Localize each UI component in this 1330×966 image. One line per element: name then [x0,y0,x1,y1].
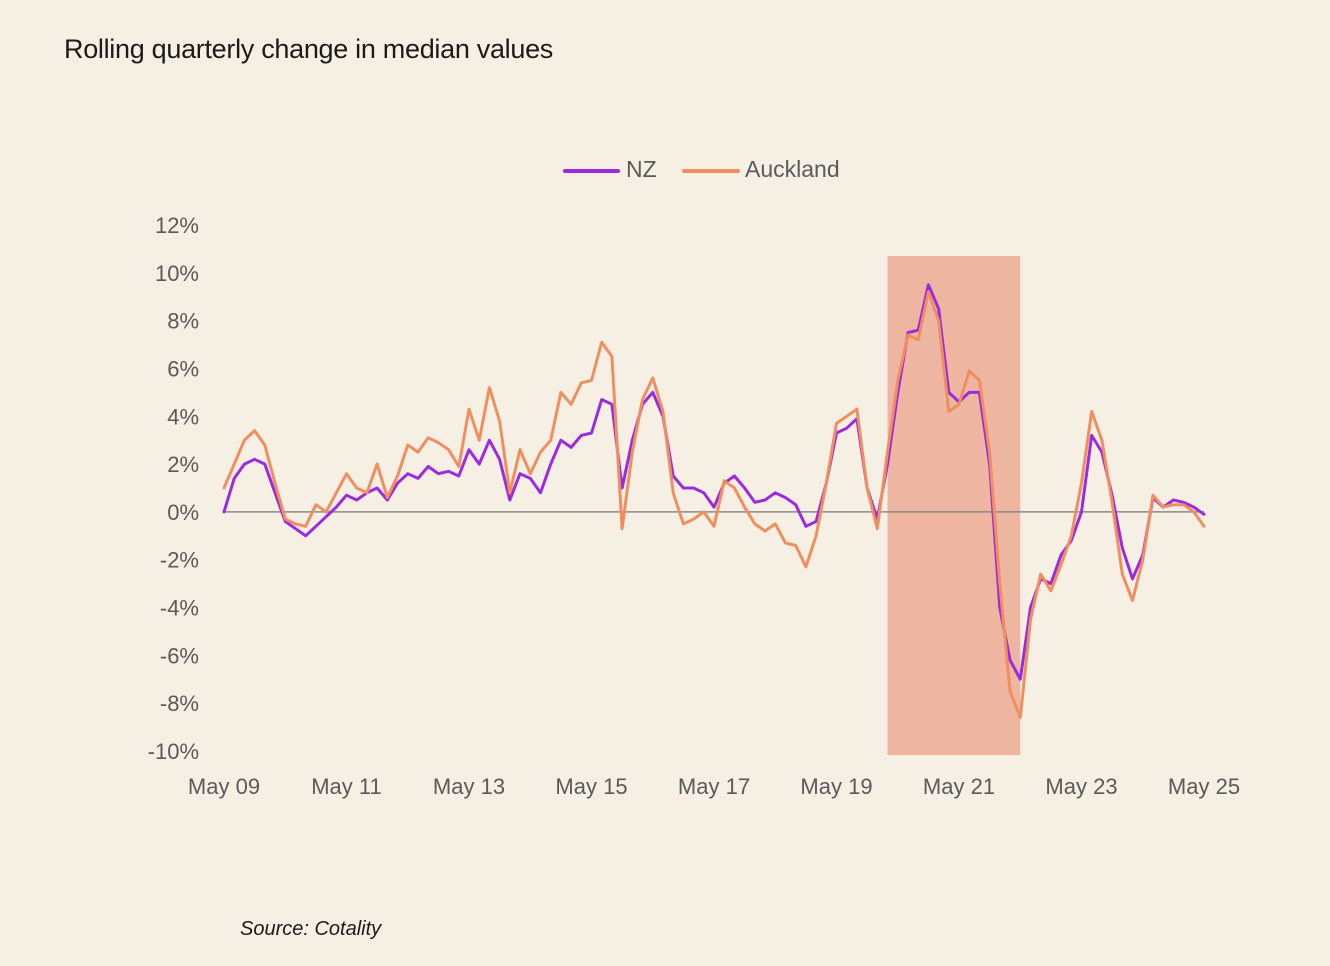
x-axis: May 09 May 11 May 13 May 15 May 17 May 19 May … [188,774,1240,799]
y-tick-label: -10% [148,739,199,764]
series-layer [222,283,1206,719]
y-tick-label: 8% [167,309,199,334]
x-tick-label: May 17 [678,774,750,799]
x-tick-label: May 25 [1168,774,1240,799]
series-line-auckland [222,290,1206,719]
legend: NZ Auckland [563,156,840,182]
y-tick-label: -6% [160,643,199,668]
y-axis: 12% 10% 8% 6% 4% 2% 0% -2% -4% -6% -8% -10% [148,213,199,764]
y-tick-label: -2% [160,548,199,573]
chart-title: Rolling quarterly change in median value… [64,34,553,64]
x-tick-label: May 11 [311,774,382,799]
highlight-band [887,256,1021,755]
y-tick-label: 4% [167,404,199,429]
x-tick-label: May 19 [800,774,872,799]
legend-label-auckland: Auckland [745,156,840,182]
y-tick-label: 0% [167,500,199,525]
y-tick-label: 10% [155,261,199,286]
y-tick-label: 2% [167,452,199,477]
legend-label-nz: NZ [626,156,657,182]
source-note: Source: Cotality [240,918,382,940]
x-tick-label: May 13 [433,774,505,799]
x-tick-label: May 09 [188,774,260,799]
x-tick-label: May 21 [923,774,995,799]
y-tick-label: -8% [160,691,199,716]
y-tick-label: 6% [167,356,199,381]
y-tick-label: -4% [160,596,199,621]
y-tick-label: 12% [155,213,199,238]
x-tick-label: May 23 [1045,774,1117,799]
x-tick-label: May 15 [555,774,627,799]
highlight-band-layer [887,256,1021,755]
